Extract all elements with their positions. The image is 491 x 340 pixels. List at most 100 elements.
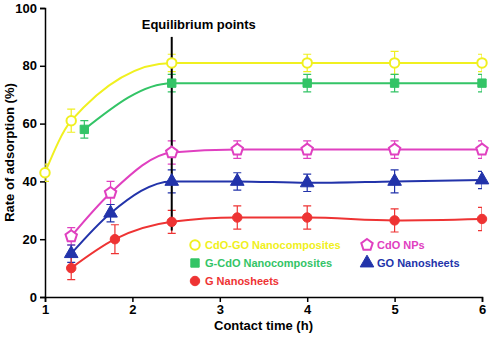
error-bar [111, 225, 119, 254]
marker [166, 147, 177, 158]
legend-swatch [360, 255, 374, 267]
legend-item: G-CdO Nanocomposites [191, 257, 332, 269]
legend-label: CdO NPs [377, 239, 425, 251]
marker [478, 79, 486, 87]
tick: 3 [217, 297, 224, 317]
axis-line [46, 298, 483, 303]
marker [390, 58, 399, 67]
legend-swatch [190, 276, 199, 285]
marker [232, 144, 243, 155]
tick-label: 40 [23, 174, 37, 189]
x-axis: 1 2 3 4 5 6 [42, 297, 486, 317]
marker [167, 217, 176, 226]
legend-label: G-CdO Nanocomposites [205, 257, 332, 269]
tick-label: 4 [304, 302, 312, 317]
tick: 100 [15, 1, 45, 16]
marker [80, 125, 88, 133]
tick-mark [40, 8, 45, 10]
marker [105, 187, 116, 198]
tick-mark [40, 239, 45, 241]
tick-mark [40, 297, 45, 299]
tick: 60 [23, 116, 45, 131]
tick-label: 0 [30, 290, 37, 305]
error-bar [233, 206, 241, 229]
plot: 123456020406080100Equilibrium pointsCdO-… [15, 1, 488, 318]
marker [233, 213, 242, 222]
tick: 5 [391, 297, 398, 317]
error-bar [303, 54, 311, 71]
legend-item: CdO-GO Nanocomposites [190, 239, 340, 251]
legend-swatch [191, 259, 199, 267]
legend-label: GO Nanosheets [377, 257, 460, 269]
legend-label: CdO-GO Nanocomposites [205, 239, 341, 251]
annotation: Equilibrium points [142, 17, 256, 32]
tick-label: 20 [23, 232, 37, 247]
y-axis-title: Rate of adsorption (%) [2, 83, 17, 222]
tick-label: 80 [23, 58, 37, 73]
x-axis-title: Contact time (h) [214, 318, 313, 333]
y-axis: 0 20 40 60 80 100 [15, 1, 45, 305]
legend-item: CdO NPs [361, 239, 424, 251]
marker [165, 174, 179, 186]
marker [64, 246, 78, 258]
error-bar [303, 74, 311, 91]
marker [390, 216, 399, 225]
tick-label: 6 [479, 302, 486, 317]
series-line [84, 83, 482, 129]
error-bar [67, 257, 75, 280]
tick-mark [40, 123, 45, 125]
marker [475, 172, 489, 184]
tick-mark [40, 66, 45, 68]
tick: 6 [479, 297, 486, 317]
marker [168, 79, 176, 87]
error-bar [80, 121, 88, 138]
marker [230, 174, 244, 186]
tick-label: 60 [23, 116, 37, 131]
series-line [71, 150, 482, 237]
error-bar [391, 51, 399, 74]
marker [476, 144, 487, 155]
error-bar [303, 206, 311, 229]
error-bar [478, 207, 482, 230]
marker [303, 79, 311, 87]
marker [302, 58, 311, 67]
marker [67, 116, 76, 125]
marker [389, 144, 400, 155]
tick-mark [40, 181, 45, 183]
marker [390, 79, 398, 87]
marker [67, 263, 76, 272]
marker [167, 58, 176, 67]
lines [45, 37, 482, 280]
marker [110, 234, 119, 243]
tick-label: 5 [391, 302, 398, 317]
tick: 1 [42, 297, 49, 317]
markers [40, 58, 489, 273]
error-bar [391, 209, 399, 232]
tick: 20 [23, 232, 45, 247]
legend-swatch [190, 240, 199, 249]
error-bar [478, 74, 482, 91]
marker [301, 144, 312, 155]
legend: CdO-GO Nanocomposites CdO NPs G-CdO Nanoco… [190, 239, 459, 287]
marker [104, 205, 118, 217]
marker [477, 214, 486, 223]
marker [66, 230, 77, 241]
tick: 80 [23, 58, 45, 73]
marker [477, 58, 486, 67]
tick-label: 1 [42, 302, 49, 317]
tick-label: 2 [129, 302, 136, 317]
marker [302, 213, 311, 222]
error-bar [391, 74, 399, 91]
error-bar [478, 54, 482, 71]
error-bar [67, 109, 75, 132]
marker [388, 174, 402, 186]
chart: 123456020406080100Equilibrium pointsCdO-… [0, 0, 491, 340]
legend-swatch [361, 239, 372, 250]
legend-label: G Nanosheets [205, 275, 279, 287]
error-bar [45, 164, 49, 181]
tick-label: 3 [217, 302, 224, 317]
legend-item: GO Nanosheets [360, 255, 459, 269]
axis-line [40, 9, 46, 298]
tick: 2 [129, 297, 136, 317]
legend-item: G Nanosheets [190, 275, 279, 287]
